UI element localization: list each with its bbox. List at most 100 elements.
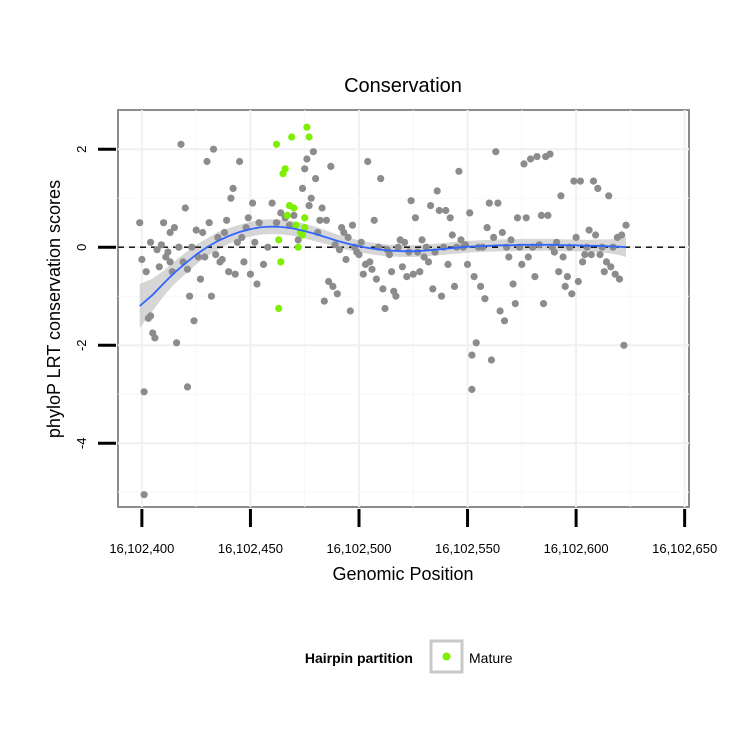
data-point bbox=[196, 275, 205, 283]
data-point bbox=[335, 246, 344, 254]
data-point bbox=[298, 184, 307, 192]
data-point bbox=[576, 177, 585, 185]
data-point bbox=[160, 219, 168, 227]
data-point bbox=[253, 280, 261, 288]
data-point bbox=[329, 282, 337, 290]
data-point bbox=[442, 206, 450, 215]
data-point bbox=[218, 255, 226, 264]
data-point bbox=[409, 270, 417, 278]
data-point bbox=[157, 241, 165, 249]
data-point bbox=[377, 175, 385, 183]
data-point bbox=[581, 251, 589, 259]
data-point bbox=[618, 231, 626, 239]
data-point bbox=[444, 260, 452, 268]
data-point bbox=[166, 258, 174, 266]
data-point bbox=[394, 243, 402, 251]
data-point bbox=[427, 202, 435, 210]
data-point bbox=[370, 216, 378, 224]
data-point bbox=[546, 150, 554, 158]
data-point bbox=[422, 243, 430, 251]
data-point-mature bbox=[305, 133, 313, 141]
data-point bbox=[183, 383, 192, 391]
data-point bbox=[605, 192, 613, 200]
data-point bbox=[294, 236, 302, 244]
data-point bbox=[220, 228, 228, 237]
data-point bbox=[470, 273, 478, 281]
data-point bbox=[563, 273, 572, 281]
grid bbox=[118, 110, 689, 507]
data-point bbox=[140, 491, 148, 499]
y-axis-label: phyloP LRT conservation scores bbox=[44, 180, 64, 438]
data-point bbox=[322, 216, 330, 224]
data-point bbox=[494, 199, 502, 207]
data-point bbox=[572, 233, 580, 241]
data-point bbox=[183, 265, 192, 273]
data-point bbox=[320, 297, 328, 305]
data-point bbox=[574, 277, 582, 286]
data-point bbox=[140, 388, 148, 396]
data-point bbox=[229, 184, 237, 192]
data-point bbox=[513, 214, 522, 222]
data-point bbox=[568, 290, 576, 298]
data-point-mature bbox=[298, 231, 307, 239]
data-point bbox=[151, 334, 159, 342]
data-point bbox=[190, 317, 198, 325]
data-point-mature bbox=[275, 304, 283, 313]
data-point bbox=[147, 312, 155, 320]
data-point bbox=[555, 268, 563, 276]
data-point bbox=[550, 248, 559, 256]
data-point bbox=[468, 351, 476, 359]
data-point bbox=[392, 292, 400, 300]
legend-entry-mature: Mature bbox=[469, 650, 513, 666]
data-point bbox=[398, 263, 406, 271]
data-point bbox=[388, 268, 396, 276]
data-point bbox=[136, 219, 144, 227]
data-point bbox=[498, 228, 506, 237]
data-point bbox=[411, 214, 419, 222]
data-point bbox=[533, 153, 541, 161]
data-point bbox=[364, 157, 372, 166]
data-point bbox=[272, 219, 281, 227]
data-point bbox=[385, 251, 393, 259]
data-point-mature bbox=[301, 224, 309, 232]
data-point bbox=[518, 260, 526, 268]
data-point bbox=[570, 177, 578, 185]
data-point bbox=[307, 194, 315, 202]
data-point bbox=[366, 258, 374, 266]
data-point bbox=[342, 255, 350, 264]
data-point bbox=[448, 231, 456, 239]
data-point bbox=[173, 339, 181, 347]
data-point bbox=[153, 246, 161, 254]
x-tick-label: 16,102,650 bbox=[652, 541, 717, 556]
data-point bbox=[600, 268, 608, 276]
x-tick-label: 16,102,500 bbox=[326, 541, 391, 556]
data-point bbox=[598, 243, 606, 251]
data-point bbox=[479, 243, 487, 251]
data-point-mature bbox=[290, 204, 298, 212]
data-point bbox=[559, 253, 567, 261]
data-point bbox=[372, 275, 380, 283]
data-point bbox=[407, 197, 415, 205]
axes: 16,102,400 16,102,450 16,102,500 16,102,550… bbox=[74, 146, 717, 556]
data-point bbox=[424, 258, 433, 266]
data-point bbox=[403, 273, 411, 281]
data-point-mature bbox=[301, 214, 309, 222]
plot-panel bbox=[117, 109, 690, 508]
x-tick-label: 16,102,400 bbox=[109, 541, 174, 556]
data-point-mature bbox=[283, 211, 291, 219]
data-point bbox=[246, 270, 254, 278]
data-point bbox=[309, 148, 317, 156]
data-point bbox=[401, 238, 409, 246]
data-point bbox=[259, 260, 268, 268]
data-point bbox=[468, 385, 476, 393]
data-point bbox=[231, 270, 239, 278]
data-point bbox=[490, 233, 498, 241]
data-point bbox=[277, 209, 285, 217]
data-point bbox=[585, 226, 593, 234]
y-tick-label: -4 bbox=[74, 438, 89, 450]
smooth-curve bbox=[139, 225, 627, 307]
data-point bbox=[435, 206, 443, 215]
data-point bbox=[477, 282, 485, 290]
